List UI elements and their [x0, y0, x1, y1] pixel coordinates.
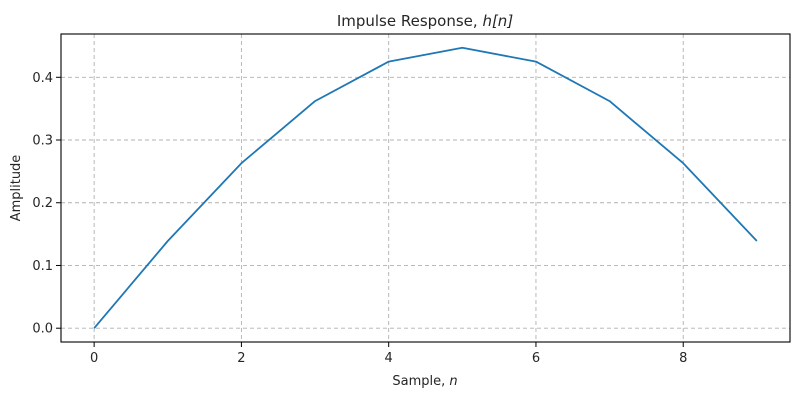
- x-tick-label: 0: [90, 351, 98, 366]
- x-tick-label: 4: [385, 351, 393, 366]
- y-tick-label: 0.3: [32, 134, 53, 149]
- impulse-response-line: [93, 46, 758, 329]
- x-tick-label: 6: [532, 351, 540, 366]
- grid-lines: [61, 34, 790, 342]
- plot-area: [93, 46, 758, 329]
- y-tick-label: 0.2: [32, 196, 53, 211]
- x-tick-label: 2: [237, 351, 245, 366]
- y-axis: 0.0 0.1 0.2 0.3 0.4: [32, 71, 61, 337]
- y-tick-label: 0.1: [32, 259, 53, 274]
- chart-title: Impulse Response, h[n]: [337, 12, 513, 30]
- x-axis-label: Sample, n: [392, 374, 457, 389]
- x-tick-label: 8: [679, 351, 687, 366]
- y-tick-label: 0.0: [32, 322, 53, 337]
- y-tick-label: 0.4: [32, 71, 53, 86]
- x-axis: 0 2 4 6 8: [90, 342, 687, 366]
- axes-frame: [60, 33, 791, 343]
- y-axis-label: Amplitude: [9, 155, 24, 222]
